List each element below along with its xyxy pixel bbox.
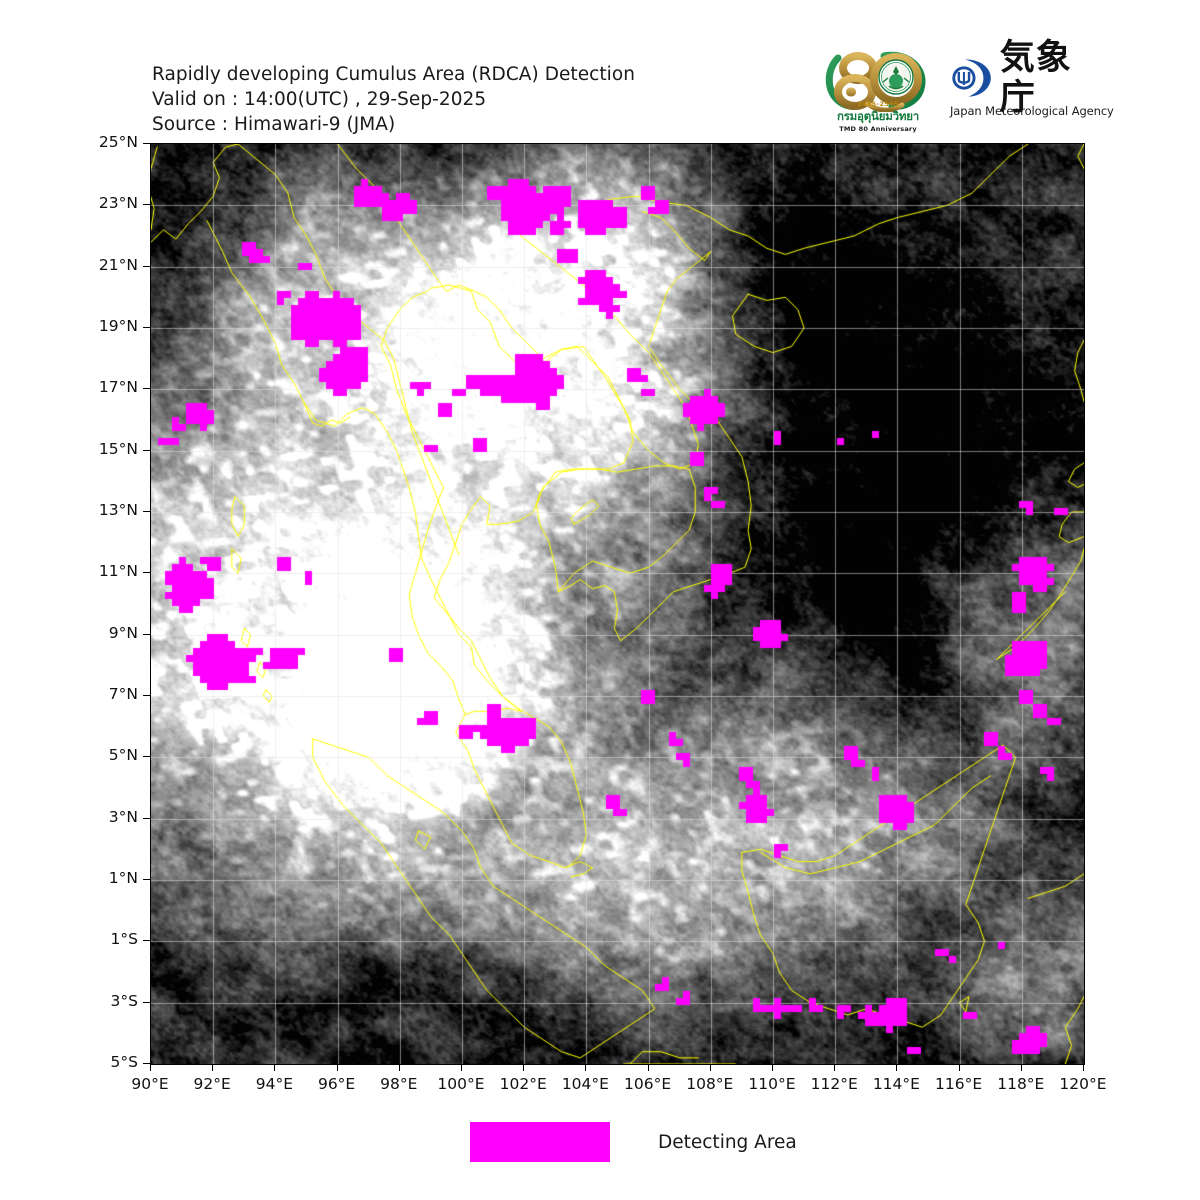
y-axis-tick: [143, 940, 150, 942]
y-axis-tick: [143, 511, 150, 512]
x-axis-tick: [398, 1064, 400, 1071]
x-axis-tick: [896, 1064, 898, 1071]
x-axis-tick: [958, 1064, 960, 1071]
x-axis-tick: [336, 1064, 338, 1071]
y-axis-tick: [143, 695, 150, 696]
y-axis-label: 3°N: [108, 807, 138, 826]
y-axis-label: 1°S: [110, 930, 138, 949]
page-title: Rapidly developing Cumulus Area (RDCA) D…: [152, 62, 802, 137]
y-axis-label: 5°N: [108, 746, 138, 765]
x-axis-tick: [1083, 1064, 1084, 1071]
jma-logo-top-row: 気象庁: [950, 38, 1100, 118]
x-axis-tick: [212, 1064, 214, 1071]
x-axis-label: 118°E: [997, 1075, 1045, 1093]
y-axis-tick: [143, 204, 150, 206]
x-axis-tick: [1020, 1064, 1022, 1071]
y-axis-label: 25°N: [98, 133, 138, 151]
x-axis-tick: [523, 1064, 525, 1071]
y-axis-tick: [143, 388, 150, 390]
x-axis-tick: [461, 1064, 462, 1071]
x-axis-tick: [274, 1064, 276, 1071]
x-axis-label: 98°E: [380, 1075, 418, 1093]
y-axis-tick: [143, 817, 150, 819]
x-axis-label: 104°E: [561, 1075, 609, 1093]
tmd-logo-anniversary-text: TMD 80 Anniversary: [839, 125, 917, 133]
y-axis-label: 7°N: [108, 685, 138, 703]
title-line-validtime: Valid on : 14:00(UTC) , 29-Sep-2025: [152, 89, 487, 110]
x-axis-label: 120°E: [1059, 1075, 1107, 1093]
y-axis-label: 17°N: [98, 378, 138, 397]
jma-logo-english-name: Japan Meteorological Agency: [950, 104, 1114, 118]
y-axis-tick: [143, 572, 150, 574]
x-axis-label: 100°E: [437, 1075, 485, 1093]
x-axis-label: 102°E: [499, 1075, 547, 1093]
x-axis-label: 96°E: [317, 1075, 356, 1093]
y-axis-label: 15°N: [98, 439, 138, 458]
x-axis-tick: [150, 1064, 151, 1071]
y-axis-tick: [143, 1001, 150, 1003]
x-axis-label: 116°E: [935, 1075, 983, 1093]
x-axis-tick: [772, 1064, 773, 1071]
y-axis-label: 19°N: [98, 317, 138, 335]
y-axis-label: 1°N: [108, 869, 138, 887]
x-axis-tick: [834, 1064, 836, 1071]
x-axis-label: 94°E: [255, 1075, 294, 1093]
y-axis-label: 23°N: [98, 194, 138, 213]
legend-label-detecting-area: Detecting Area: [658, 1131, 797, 1153]
y-axis-tick: [143, 327, 150, 328]
x-axis-label: 114°E: [872, 1075, 920, 1093]
x-axis-tick: [709, 1064, 711, 1071]
y-axis-label: 9°N: [108, 623, 138, 642]
y-axis-tick: [143, 143, 150, 144]
x-axis-label: 110°E: [748, 1075, 796, 1093]
y-axis-tick: [143, 449, 150, 451]
y-axis-label: 13°N: [98, 501, 138, 519]
tmd-logo-years: 2485-2565: [857, 100, 899, 108]
title-line-source: Source : Himawari-9 (JMA): [152, 114, 396, 135]
title-line-main: Rapidly developing Cumulus Area (RDCA) D…: [152, 64, 636, 85]
legend: Detecting Area: [470, 1122, 797, 1162]
y-axis-tick: [143, 1063, 150, 1064]
tmd-80-emblem-icon: [825, 51, 926, 112]
y-axis-tick: [143, 633, 150, 635]
x-axis-tick: [647, 1064, 649, 1071]
x-axis-label: 92°E: [193, 1075, 231, 1093]
y-axis-tick: [143, 879, 150, 880]
jma-emblem-icon: [952, 59, 991, 97]
tmd-logo-thai-name: กรมอุตุนิยมวิทยา: [836, 109, 920, 123]
satellite-imagery-canvas: [151, 144, 1084, 1064]
x-axis-label: 108°E: [686, 1075, 734, 1093]
tmd-80th-anniversary-logo: 2485-2565 กรมอุตุนิยมวิทยา TMD 80 Annive…: [822, 48, 934, 138]
legend-swatch-detecting-area: [470, 1122, 610, 1162]
x-axis-tick: [585, 1064, 587, 1071]
jma-logo: 気象庁 Japan Meteorological Agency: [950, 38, 1114, 126]
y-axis-label: 3°S: [110, 991, 138, 1010]
x-axis-label: 90°E: [131, 1075, 169, 1093]
jma-logo-kanji: 気象庁: [999, 38, 1072, 118]
satellite-map-plot: [150, 143, 1085, 1065]
y-axis-label: 21°N: [98, 255, 138, 274]
y-axis-label: 5°S: [110, 1053, 138, 1071]
x-axis-label: 112°E: [810, 1075, 858, 1093]
y-axis-tick: [143, 265, 150, 267]
y-axis-label: 11°N: [98, 562, 138, 581]
x-axis-label: 106°E: [624, 1075, 672, 1093]
y-axis-tick: [143, 756, 150, 758]
logo-row: 2485-2565 กรมอุตุนิยมวิทยา TMD 80 Annive…: [822, 38, 1114, 138]
